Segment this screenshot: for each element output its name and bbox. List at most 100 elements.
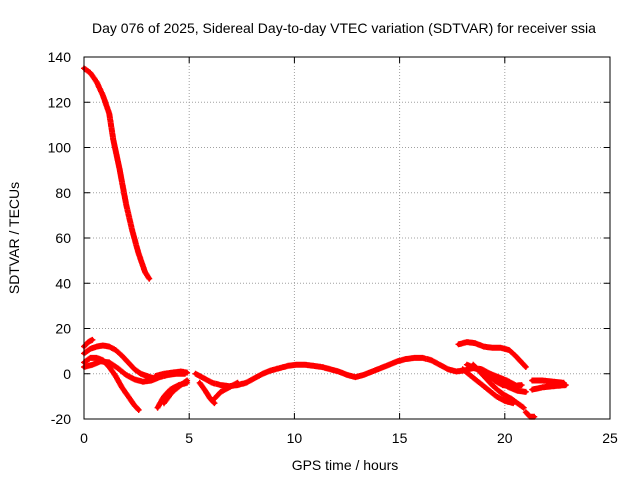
data-point [100,93,105,98]
data-point [204,389,209,394]
series-track-18 [529,382,569,393]
data-point [178,383,183,388]
y-tick-label: 20 [55,321,71,337]
data-point [136,251,141,256]
data-point [504,378,509,383]
series-track-16 [491,377,525,390]
data-point [119,385,124,390]
data-point [86,340,91,345]
data-point [119,353,124,358]
data-point [485,374,490,379]
series-track-11 [211,379,241,402]
data-point [469,374,474,379]
data-point [98,359,103,364]
data-point [509,384,514,389]
series-track-8 [161,377,191,407]
series-track-19 [522,409,538,420]
data-point [130,229,135,234]
data-point [143,269,148,274]
data-point [170,370,175,375]
data-point [185,378,190,383]
chart-title: Day 076 of 2025, Sidereal Day-to-day VTE… [92,20,596,36]
x-tick-label: 15 [392,430,408,446]
data-point [387,362,392,367]
series-track-1 [81,65,153,282]
data-point [378,366,383,371]
data-point [132,377,137,382]
data-point [498,345,503,350]
data-point [185,370,190,375]
data-point [420,355,425,360]
data-point [126,394,131,399]
y-tick-label: 60 [55,230,71,246]
series-track-14 [459,366,517,407]
data-point [147,276,152,281]
data-point [140,379,145,384]
data-point [563,383,568,388]
data-point [345,372,349,377]
x-tick-label: 5 [185,430,193,446]
data-point [412,355,417,360]
data-point [336,369,341,374]
data-point [456,342,461,347]
data-point [494,394,499,399]
data-point [528,414,533,419]
series-track-10 [196,379,218,407]
data-point [88,355,93,360]
data-point [161,394,166,399]
data-point [201,376,206,381]
data-point [460,367,465,372]
data-point [496,388,501,393]
data-point [124,202,129,207]
data-point [113,374,118,379]
data-point [277,366,282,371]
data-point [403,357,408,362]
data-point [437,362,442,367]
data-point [523,410,528,415]
data-point [477,380,482,385]
data-point [161,401,166,406]
data-point [475,367,480,372]
data-point [88,346,93,351]
data-point [485,387,490,392]
data-point [523,389,528,394]
data-point [507,347,512,352]
data-point [117,168,122,173]
data-point [145,374,150,379]
data-point [193,371,198,376]
data-point [132,403,137,408]
data-point [208,396,213,401]
data-point [551,379,556,384]
data-point [107,344,112,349]
data-point [88,70,93,75]
data-point [100,343,105,348]
data-point [530,387,535,392]
data-point [429,358,434,363]
data-point [540,378,545,383]
data-point [210,380,215,385]
x-axis-label: GPS time / hours [292,457,399,473]
data-point [94,355,99,360]
data-point [111,138,116,143]
data-point [126,360,131,365]
data-point [149,378,154,383]
data-point [113,347,118,352]
data-point [244,380,249,385]
data-point [540,385,545,390]
data-point [519,383,524,388]
y-tick-label: 140 [48,49,72,65]
plot-series [81,65,569,420]
data-point [445,367,450,372]
data-point [107,111,112,116]
data-point [94,344,99,349]
data-point [124,372,129,377]
y-tick-labels: -20 0 20 40 60 80 100 120 140 [48,49,72,427]
y-axis-label: SDTVAR / TECUs [6,182,22,294]
data-point [90,362,95,367]
data-point [473,341,478,346]
data-point [260,371,265,376]
data-point [515,401,520,406]
data-point [395,359,400,364]
